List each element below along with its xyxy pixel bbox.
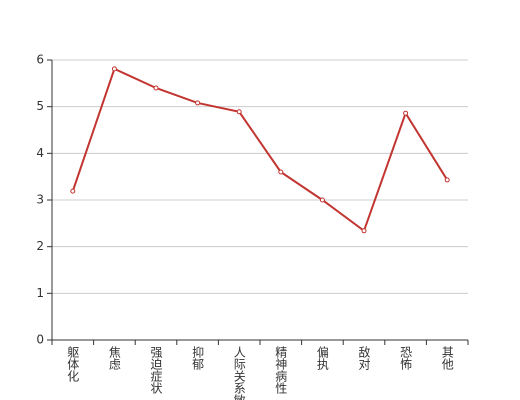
point: [111, 66, 117, 72]
x-tick-label: 焦虑: [107, 346, 121, 370]
series-line: [71, 67, 449, 233]
point: [236, 109, 242, 115]
y-tick-label: 0: [36, 333, 44, 347]
y-tick-label: 3: [36, 193, 44, 207]
x-tick-label: 躯体化: [66, 345, 80, 383]
point: [319, 197, 325, 203]
x-tick-label: 敌对: [357, 345, 371, 370]
x-tick-label: 精神病性: [274, 346, 288, 395]
y-tick-label: 1: [36, 286, 44, 300]
y-tick-label: 4: [36, 146, 44, 160]
x-tick-label: 偏执: [315, 345, 329, 371]
x-tick-label: 强迫症状: [149, 346, 163, 394]
point: [278, 169, 284, 175]
x-tick-label: 恐怖: [399, 346, 413, 370]
x-tick-label: 人际关系敏感: [232, 346, 246, 400]
point: [444, 177, 450, 183]
point: [361, 228, 367, 234]
x-tick-label: 抑郁: [191, 345, 205, 371]
y-tick-label: 2: [36, 239, 44, 253]
x-tick-label: 其他: [440, 346, 454, 370]
y-tick-label: 6: [36, 53, 44, 67]
point: [403, 110, 409, 116]
point: [153, 85, 159, 91]
point: [70, 188, 76, 194]
y-tick-label: 5: [36, 99, 44, 113]
point: [195, 100, 201, 106]
